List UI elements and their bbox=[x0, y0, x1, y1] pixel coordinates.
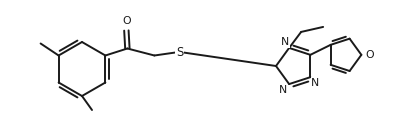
Text: S: S bbox=[176, 46, 183, 59]
Text: N: N bbox=[311, 78, 319, 88]
Text: N: N bbox=[279, 85, 287, 95]
Text: N: N bbox=[281, 37, 289, 47]
Text: O: O bbox=[365, 50, 374, 60]
Text: O: O bbox=[122, 16, 131, 26]
